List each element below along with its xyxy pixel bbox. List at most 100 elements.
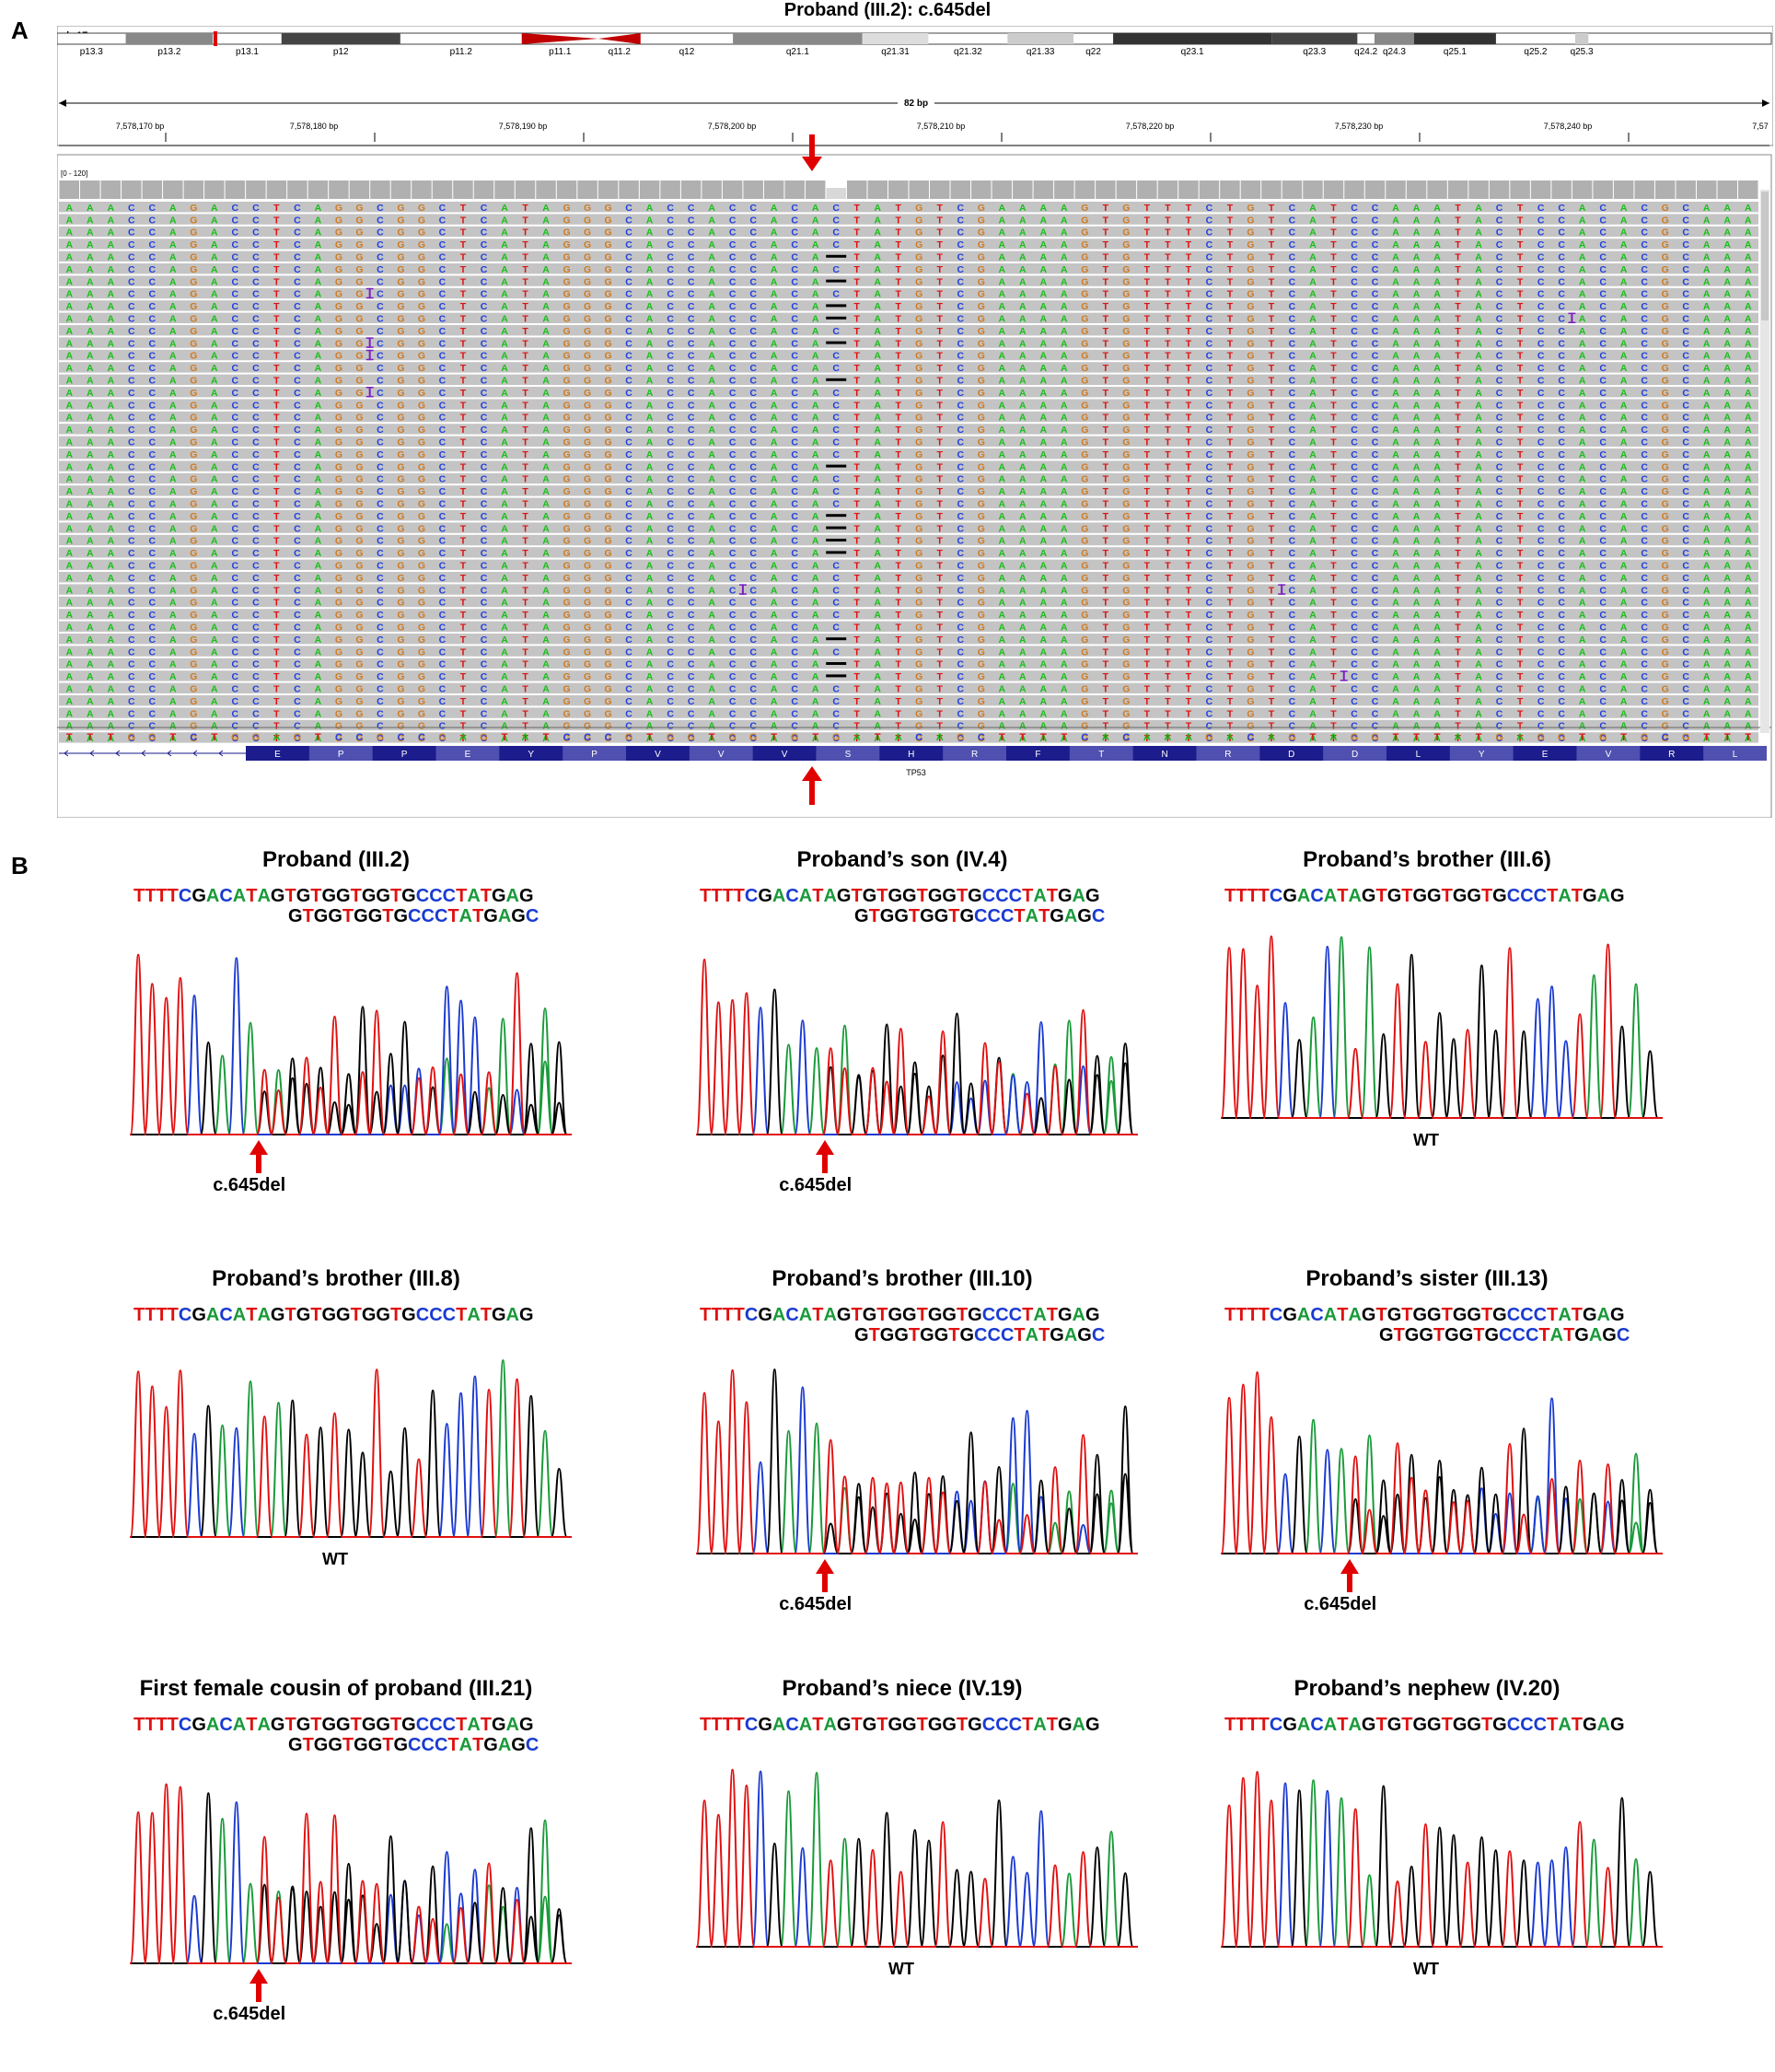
base: T	[1227, 289, 1234, 300]
base: C	[252, 338, 260, 349]
base: C	[1351, 437, 1358, 448]
base: G	[418, 215, 425, 226]
base: C	[1289, 721, 1296, 732]
base: C	[1206, 511, 1213, 522]
base: C	[1496, 215, 1503, 226]
base: G	[1122, 252, 1130, 263]
base: A	[65, 338, 73, 349]
base: C	[832, 289, 840, 300]
base: G	[1247, 301, 1254, 312]
base: A	[1745, 388, 1752, 399]
base: A	[771, 548, 778, 559]
base: G	[915, 523, 922, 534]
base: T	[522, 227, 528, 239]
coverage-bar	[1406, 180, 1427, 199]
base: T	[1186, 437, 1192, 448]
base: T	[1186, 203, 1192, 214]
base: G	[584, 671, 591, 682]
base: C	[128, 437, 135, 448]
base: G	[355, 598, 363, 609]
base: A	[501, 203, 508, 214]
base: C	[1641, 326, 1648, 337]
base: C	[1372, 536, 1379, 547]
base: G	[397, 400, 404, 411]
base: A	[812, 264, 819, 275]
scrollbar-thumb[interactable]	[1761, 192, 1769, 320]
base: G	[1662, 338, 1669, 349]
base: A	[1413, 239, 1421, 250]
base: A	[1433, 326, 1441, 337]
chromosome-ideogram[interactable]: p13.3 p13.2 p13.1 p12 p11.2 p11.1 q11.2 q12 q21.…	[56, 31, 1772, 57]
base: C	[439, 474, 447, 485]
base: G	[1081, 499, 1088, 510]
base: T	[854, 610, 861, 621]
base: T	[937, 486, 944, 497]
base: A	[1475, 289, 1482, 300]
base: C	[481, 671, 488, 682]
base: C	[625, 548, 632, 559]
coverage-bar	[1178, 180, 1199, 199]
base: A	[1433, 239, 1441, 250]
base: G	[584, 536, 591, 547]
base: T	[937, 646, 944, 658]
base: A	[1745, 314, 1752, 325]
base: C	[128, 314, 135, 325]
base: A	[87, 289, 94, 300]
base: C	[377, 376, 384, 387]
base: T	[1269, 314, 1275, 325]
wildtype-label: WT	[1413, 1960, 1439, 1979]
base: C	[1599, 623, 1607, 634]
base: C	[667, 203, 674, 214]
base: T	[1517, 598, 1524, 609]
base: T	[937, 634, 944, 646]
base: A	[708, 561, 715, 572]
base: T	[1227, 561, 1234, 572]
base: T	[896, 449, 902, 460]
base: C	[729, 536, 737, 547]
coverage-track[interactable]	[59, 180, 1758, 199]
base: G	[1122, 536, 1130, 547]
base: A	[646, 561, 654, 572]
base: A	[542, 413, 550, 424]
base: C	[667, 548, 674, 559]
chromatogram-panel: Proband’s sister (III.13) TTTTCGACATAGTGT…	[1188, 1266, 1666, 1662]
base: A	[812, 449, 819, 460]
base: T	[1144, 449, 1151, 460]
base: A	[315, 536, 322, 547]
base: C	[667, 708, 674, 719]
base: A	[1579, 523, 1586, 534]
base: T	[1330, 264, 1337, 275]
base: T	[896, 425, 902, 436]
base: C	[377, 388, 384, 399]
base: G	[978, 499, 985, 510]
base: G	[978, 203, 985, 214]
base: C	[377, 449, 384, 460]
base: G	[418, 499, 425, 510]
base: A	[1475, 561, 1482, 572]
base: T	[1269, 659, 1275, 670]
scrollbar[interactable]	[1760, 190, 1769, 733]
base: C	[1537, 623, 1545, 634]
base: A	[1475, 314, 1482, 325]
base: C	[1682, 203, 1689, 214]
base: C	[749, 659, 757, 670]
base: C	[1351, 598, 1358, 609]
base: A	[1745, 437, 1752, 448]
base: G	[584, 523, 591, 534]
amino-acid: P	[591, 750, 597, 760]
base: A	[211, 573, 218, 584]
base: C	[957, 388, 964, 399]
base: C	[749, 276, 757, 287]
deletion-mark	[826, 637, 847, 641]
base: A	[812, 511, 819, 522]
base: T	[1103, 301, 1109, 312]
base: G	[355, 523, 363, 534]
base: G	[1081, 437, 1088, 448]
base: C	[1599, 203, 1607, 214]
base: C	[957, 634, 964, 646]
base: T	[1144, 696, 1151, 707]
base: A	[1723, 623, 1731, 634]
base: A	[1620, 499, 1628, 510]
